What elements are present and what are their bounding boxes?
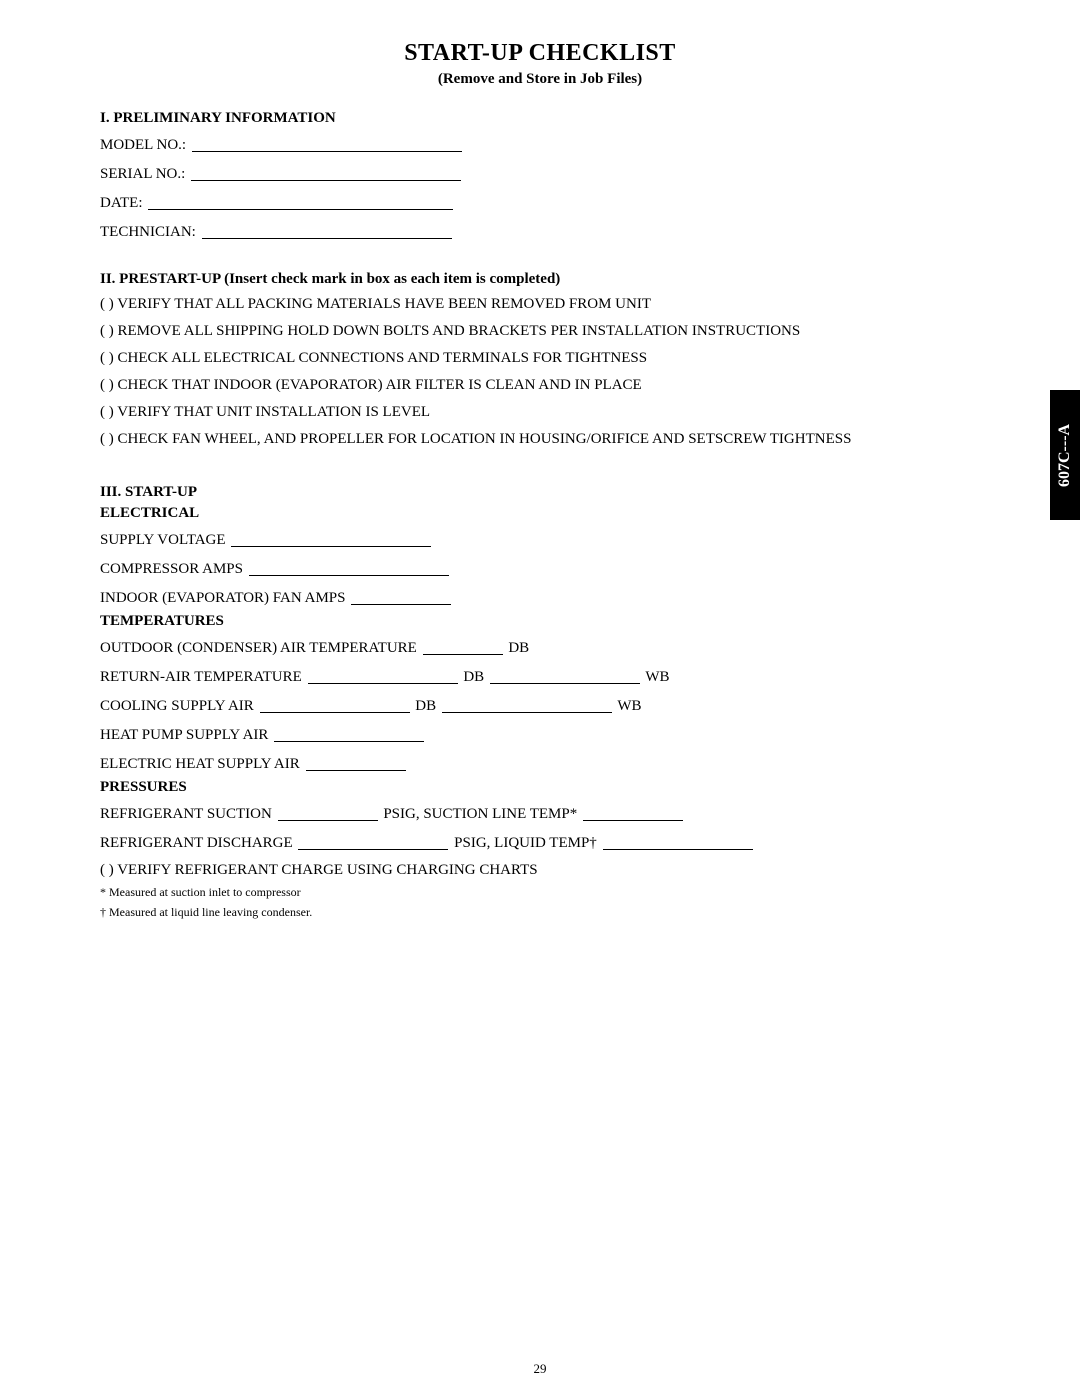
section2-heading: II. PRESTART-UP (Insert check mark in bo… [100,271,980,288]
electrical-heading: ELECTRICAL [100,505,980,522]
date-blank[interactable] [148,194,453,210]
page-title: START-UP CHECKLIST [100,40,980,67]
serial-no-label: SERIAL NO.: [100,166,185,182]
section3-heading: III. START-UP [100,484,980,501]
electric-heat-supply-label: ELECTRIC HEAT SUPPLY AIR [100,756,300,772]
db-label: DB [508,640,529,656]
side-tab: 607C---A [1050,390,1080,520]
prestart-item: ( ) REMOVE ALL SHIPPING HOLD DOWN BOLTS … [100,321,980,342]
electric-heat-supply-line: ELECTRIC HEAT SUPPLY AIR [100,752,980,775]
heat-pump-supply-line: HEAT PUMP SUPPLY AIR [100,723,980,746]
discharge-unit-label: PSIG, LIQUID TEMP† [454,835,597,851]
electric-heat-supply-blank[interactable] [306,755,406,771]
liquid-temp-blank[interactable] [603,834,753,850]
heat-pump-supply-label: HEAT PUMP SUPPLY AIR [100,727,268,743]
indoor-fan-amps-blank[interactable] [351,589,451,605]
heat-pump-supply-blank[interactable] [274,726,424,742]
return-air-db-blank[interactable] [308,668,458,684]
date-label: DATE: [100,195,143,211]
refrigerant-suction-line: REFRIGERANT SUCTION PSIG, SUCTION LINE T… [100,802,980,825]
indoor-fan-amps-label: INDOOR (EVAPORATOR) FAN AMPS [100,590,345,606]
suction-temp-blank[interactable] [583,805,683,821]
refrigerant-discharge-line: REFRIGERANT DISCHARGE PSIG, LIQUID TEMP† [100,831,980,854]
cooling-supply-label: COOLING SUPPLY AIR [100,698,254,714]
page: START-UP CHECKLIST (Remove and Store in … [0,0,1080,1397]
return-air-temp-line: RETURN-AIR TEMPERATURE DB WB [100,665,980,688]
outdoor-temp-line: OUTDOOR (CONDENSER) AIR TEMPERATURE DB [100,636,980,659]
note-1: * Measured at suction inlet to compresso… [100,885,980,901]
page-number: 29 [0,1361,1080,1377]
compressor-amps-line: COMPRESSOR AMPS [100,557,980,580]
db-label: DB [415,698,436,714]
supply-voltage-blank[interactable] [231,531,431,547]
refrigerant-discharge-label: REFRIGERANT DISCHARGE [100,835,293,851]
prestart-item: ( ) CHECK ALL ELECTRICAL CONNECTIONS AND… [100,348,980,369]
model-no-line: MODEL NO.: [100,133,980,156]
cooling-supply-line: COOLING SUPPLY AIR DB WB [100,694,980,717]
suction-unit-label: PSIG, SUCTION LINE TEMP* [383,806,577,822]
verify-refrigerant-line: ( ) VERIFY REFRIGERANT CHARGE USING CHAR… [100,860,980,881]
compressor-amps-label: COMPRESSOR AMPS [100,561,243,577]
serial-no-line: SERIAL NO.: [100,162,980,185]
return-air-wb-blank[interactable] [490,668,640,684]
note-2: † Measured at liquid line leaving conden… [100,905,980,921]
indoor-fan-amps-line: INDOOR (EVAPORATOR) FAN AMPS [100,586,980,609]
supply-voltage-label: SUPPLY VOLTAGE [100,532,226,548]
return-air-temp-label: RETURN-AIR TEMPERATURE [100,669,302,685]
prestart-item: ( ) VERIFY THAT UNIT INSTALLATION IS LEV… [100,402,980,423]
technician-line: TECHNICIAN: [100,220,980,243]
model-no-label: MODEL NO.: [100,137,186,153]
compressor-amps-blank[interactable] [249,560,449,576]
serial-no-blank[interactable] [191,165,461,181]
cooling-supply-db-blank[interactable] [260,697,410,713]
temperatures-heading: TEMPERATURES [100,613,980,630]
technician-label: TECHNICIAN: [100,224,196,240]
refrigerant-suction-psig-blank[interactable] [278,805,378,821]
refrigerant-discharge-psig-blank[interactable] [298,834,448,850]
date-line: DATE: [100,191,980,214]
supply-voltage-line: SUPPLY VOLTAGE [100,528,980,551]
prestart-item: ( ) CHECK FAN WHEEL, AND PROPELLER FOR L… [100,429,980,450]
section1-heading: I. PRELIMINARY INFORMATION [100,110,980,127]
wb-label: WB [645,669,669,685]
outdoor-temp-label: OUTDOOR (CONDENSER) AIR TEMPERATURE [100,640,417,656]
refrigerant-suction-label: REFRIGERANT SUCTION [100,806,272,822]
page-subtitle: (Remove and Store in Job Files) [100,71,980,88]
wb-label: WB [617,698,641,714]
model-no-blank[interactable] [192,136,462,152]
db-label: DB [463,669,484,685]
pressures-heading: PRESSURES [100,779,980,796]
prestart-item: ( ) CHECK THAT INDOOR (EVAPORATOR) AIR F… [100,375,980,396]
technician-blank[interactable] [202,223,452,239]
outdoor-temp-blank[interactable] [423,639,503,655]
prestart-item: ( ) VERIFY THAT ALL PACKING MATERIALS HA… [100,294,980,315]
cooling-supply-wb-blank[interactable] [442,697,612,713]
